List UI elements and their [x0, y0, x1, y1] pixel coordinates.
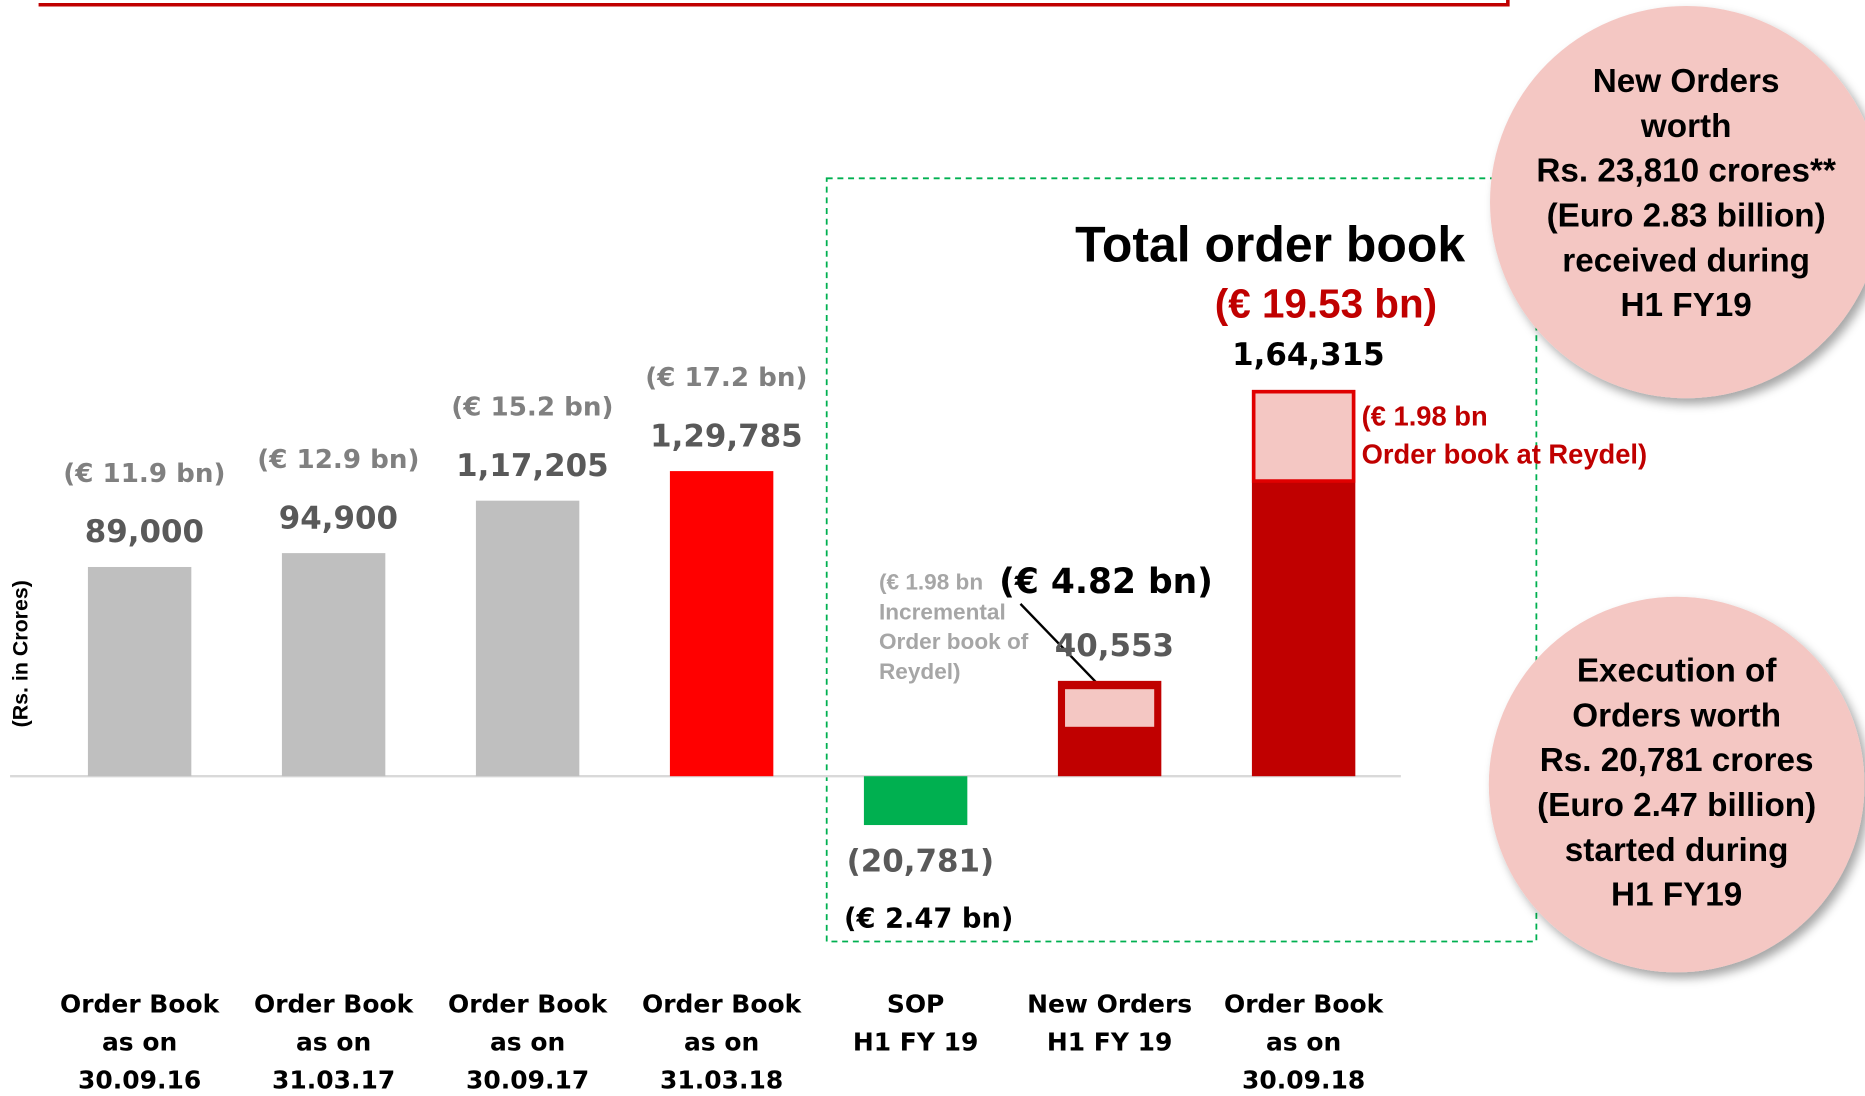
note-text: started during: [1565, 832, 1789, 869]
euro-label: (€ 15.2 bn): [451, 392, 613, 422]
value-label: 1,17,205: [456, 448, 608, 484]
annotation: Order book at Reydel): [1362, 439, 1648, 470]
x-tick-label: 30.09.16: [78, 1066, 201, 1095]
note-text: (Euro 2.83 billion): [1547, 197, 1826, 234]
annotation: Order book of: [879, 629, 1029, 654]
x-tick-label: 30.09.18: [1242, 1066, 1365, 1095]
x-tick-label: SOP: [887, 990, 944, 1019]
x-tick-label: as on: [1266, 1028, 1341, 1057]
x-tick-label: Order Book: [254, 990, 415, 1019]
note-text: Orders worth: [1572, 697, 1781, 734]
euro-label: (€ 12.9 bn): [257, 445, 419, 475]
note-text: Rs. 23,810 crores**: [1536, 153, 1836, 190]
annotation: (€ 1.98 bn: [1362, 401, 1488, 432]
x-tick-label: as on: [684, 1028, 759, 1057]
note-text: H1 FY19: [1611, 877, 1742, 914]
chart-title: Total order book: [1075, 217, 1465, 273]
highlight-box: [825, 177, 1538, 943]
euro-label: (€ 17.2 bn): [645, 363, 807, 393]
annotation: Incremental: [879, 599, 1006, 624]
header-rule: [38, 0, 1510, 7]
value-label: 40,553: [1055, 628, 1174, 664]
x-tick-label: as on: [490, 1028, 565, 1057]
x-tick-label: Order Book: [1224, 990, 1385, 1019]
x-tick-label: H1 FY 19: [1047, 1028, 1172, 1057]
note-bubble: [1490, 6, 1865, 399]
value-label: 1,64,315: [1232, 337, 1384, 373]
euro-label: (€ 4.82 bn): [999, 562, 1213, 602]
bar: [863, 776, 968, 826]
note-text: (Euro 2.47 billion): [1537, 787, 1816, 824]
value-label: 94,900: [279, 500, 398, 536]
value-label: 1,29,785: [650, 418, 802, 454]
x-tick-label: as on: [296, 1028, 371, 1057]
note-bubble: [1488, 596, 1865, 973]
value-label: (20,781): [847, 844, 994, 880]
x-tick-label: 30.09.17: [466, 1066, 589, 1095]
x-tick-label: 31.03.18: [660, 1066, 783, 1095]
euro-label: (€ 11.9 bn): [63, 459, 225, 489]
note-text: worth: [1640, 108, 1732, 145]
x-tick-label: 31.03.17: [272, 1066, 395, 1095]
chart-subtitle: (€ 19.53 bn): [1215, 280, 1437, 326]
note-text: Execution of: [1577, 653, 1778, 690]
x-tick-label: as on: [102, 1028, 177, 1057]
x-tick-label: New Orders: [1027, 990, 1192, 1019]
x-tick-label: Order Book: [60, 990, 221, 1019]
euro-label: (€ 2.47 bn): [844, 904, 1013, 935]
bar: [87, 566, 192, 777]
reydel-segment: [1251, 389, 1356, 483]
note-text: received during: [1562, 242, 1810, 279]
note-text: New Orders: [1593, 63, 1780, 100]
y-axis-label: (Rs. in Crores): [9, 580, 33, 727]
annotation: Reydel): [879, 659, 961, 684]
note-text: H1 FY19: [1621, 287, 1752, 324]
annotation: (€ 1.98 bn: [879, 570, 983, 595]
note-text: Rs. 20,781 crores: [1540, 742, 1814, 779]
bar: [475, 500, 580, 777]
bar: [669, 471, 774, 777]
bar: [281, 553, 386, 777]
x-tick-label: H1 FY 19: [853, 1028, 978, 1057]
value-label: 89,000: [85, 514, 204, 550]
reydel-segment: [1065, 689, 1155, 727]
x-tick-label: Order Book: [448, 990, 609, 1019]
x-tick-label: Order Book: [642, 990, 803, 1019]
